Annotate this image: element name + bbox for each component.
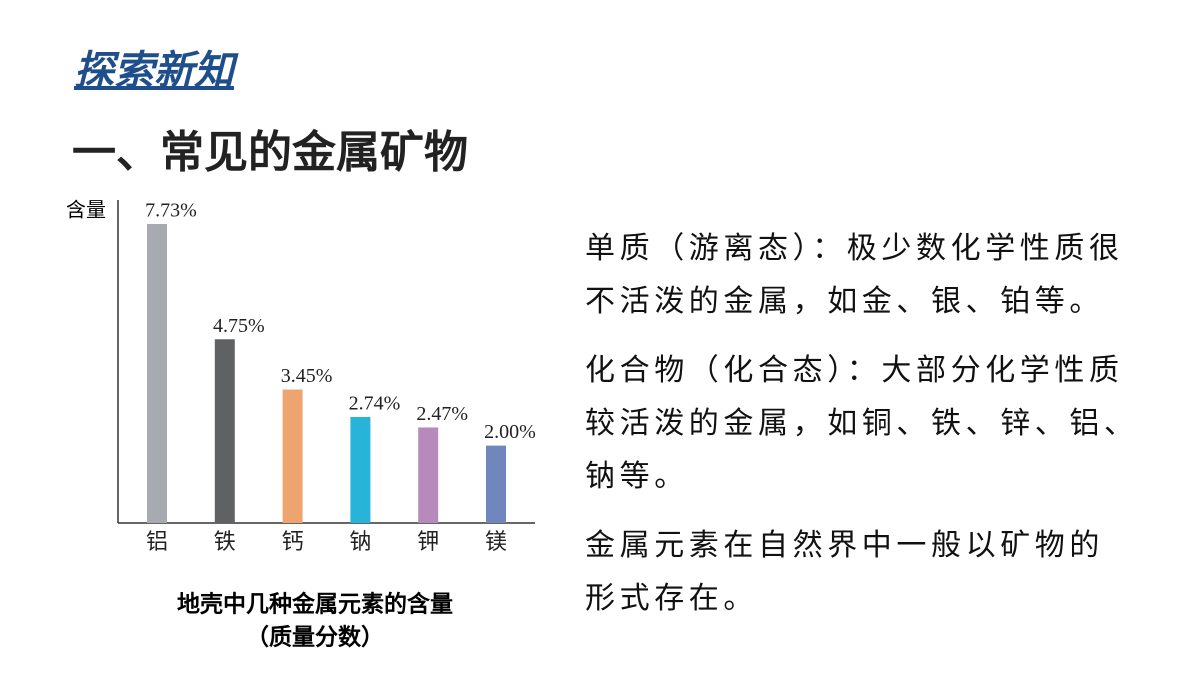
chart-caption: （质量分数） <box>246 624 384 651</box>
paragraph: 单质（游离态）：极少数化学性质很 不活泼的金属，如金、银、铂等。 <box>585 222 1139 328</box>
paragraph: 金属元素在自然界中一般以矿物的 形式存在。 <box>585 519 1139 625</box>
text-line: 钠等。 <box>585 459 689 494</box>
chart-caption: 地壳中几种金属元素的含量 <box>177 591 453 618</box>
data-label: 2.00% <box>484 421 536 443</box>
text-line: 不活泼的金属，如金、银、铂等。 <box>585 284 1104 319</box>
data-label: 3.45% <box>281 365 333 387</box>
section-label: 探索新知 <box>74 48 234 94</box>
slide-title: 一、常见的金属矿物 <box>72 127 468 178</box>
text-block: 单质（游离态）：极少数化学性质很 不活泼的金属，如金、银、铂等。 化合物（化合态）：… <box>585 222 1139 641</box>
data-label: 2.47% <box>416 403 468 425</box>
x-tick-label: 铝 <box>146 530 168 555</box>
x-tick-label: 镁 <box>485 530 507 555</box>
y-axis-label: 含量 <box>66 199 106 222</box>
x-tick-label: 铁 <box>214 530 236 555</box>
bar <box>418 427 439 523</box>
x-tick-label: 钾 <box>417 530 439 555</box>
text-line: 金属元素在自然界中一般以矿物的 <box>585 528 1104 563</box>
bar <box>282 389 303 523</box>
bar <box>147 223 167 524</box>
text-line: 化合物（化合态）：大部分化学性质 <box>585 353 1124 388</box>
paragraph: 化合物（化合态）：大部分化学性质 较活泼的金属，如铜、铁、锌、铝、 钠等。 <box>585 344 1139 503</box>
text-line: 形式存在。 <box>585 581 758 616</box>
data-label: 4.75% <box>213 315 265 337</box>
x-tick-label: 钠 <box>349 530 371 555</box>
bar <box>486 445 506 523</box>
text-line: 较活泼的金属，如铜、铁、锌、铝、 <box>585 406 1139 441</box>
x-tick-label: 钙 <box>282 530 304 555</box>
data-label: 7.73% <box>145 200 197 222</box>
bar <box>214 339 235 523</box>
text-line: 单质（游离态）：极少数化学性质很 <box>585 231 1124 266</box>
data-label: 2.74% <box>349 393 401 415</box>
bar <box>350 417 371 523</box>
